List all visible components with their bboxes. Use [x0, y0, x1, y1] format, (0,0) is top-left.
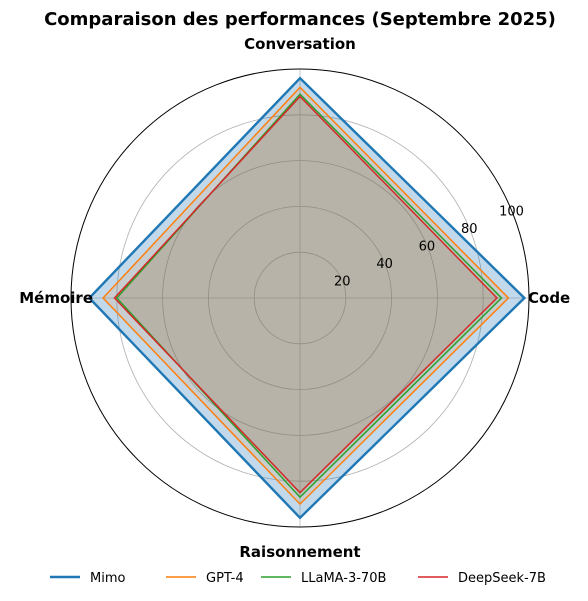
legend-label-0: Mimo [90, 571, 125, 586]
axis-label-3: Mémoire [19, 289, 93, 307]
radar-series [87, 76, 527, 520]
legend-label-2: LLaMA-3-70B [301, 571, 386, 586]
radial-tick-label-40: 40 [376, 257, 393, 272]
radar-gridline-60 [162, 160, 438, 436]
series-area-1 [103, 87, 509, 505]
series-area-0 [89, 78, 525, 518]
legend-label-3: DeepSeek-7B [458, 571, 546, 586]
series-line-3 [113, 95, 498, 494]
radial-tick-label-60: 60 [419, 239, 436, 254]
chart-legend: Mimo GPT-4 LLaMA-3-70B DeepSeek-7B [50, 571, 546, 586]
radial-tick-label-80: 80 [461, 222, 478, 237]
chart-title: Comparaison des performances (Septembre … [44, 9, 556, 30]
axis-label-2: Raisonnement [239, 543, 360, 561]
radar-gridline-40 [207, 205, 392, 390]
series-line-1 [102, 86, 510, 506]
series-area-2 [116, 94, 502, 498]
radar-outer-frame [70, 68, 530, 528]
radial-tick-label-20: 20 [334, 274, 351, 289]
series-area-3 [114, 96, 497, 493]
radial-tick-label-100: 100 [499, 204, 524, 219]
radar-grid [70, 68, 530, 528]
radar-gridline-20 [253, 251, 347, 345]
axis-label-0: Conversation [244, 35, 356, 53]
series-line-0 [87, 76, 527, 520]
radar-labels: 20 40 60 80 100 Conversation Code Raisonnement M… [19, 35, 570, 561]
legend-label-1: GPT-4 [206, 571, 244, 586]
axis-label-1: Code [528, 289, 570, 307]
